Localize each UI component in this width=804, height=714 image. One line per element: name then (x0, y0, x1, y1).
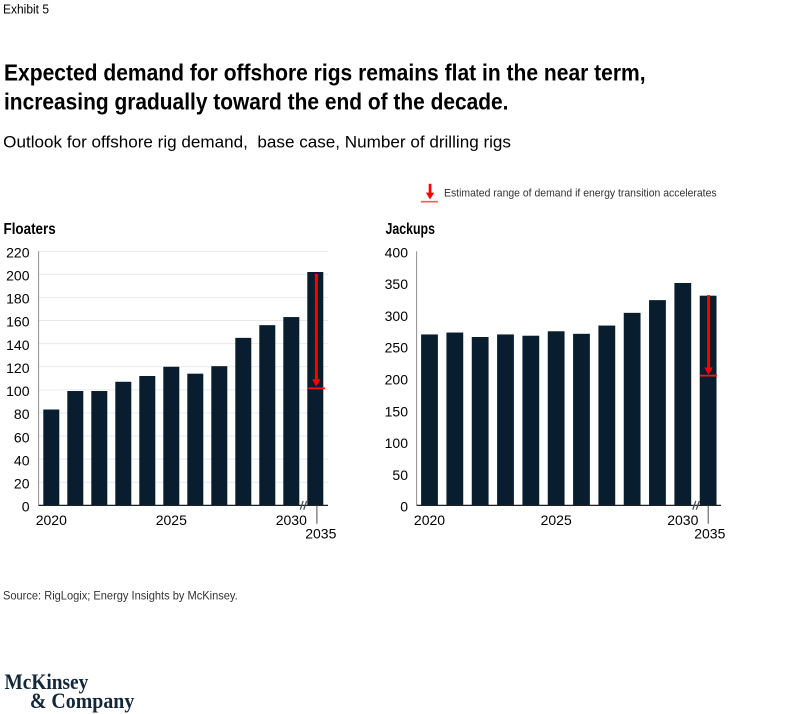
svg-text:Floaters: Floaters (4, 221, 56, 238)
svg-text:Exhibit 5: Exhibit 5 (3, 2, 49, 16)
svg-text:Expected demand for offshore r: Expected demand for offshore rigs remain… (4, 60, 646, 86)
svg-text:300: 300 (385, 308, 409, 324)
svg-text:350: 350 (385, 276, 409, 292)
svg-text:Source: RigLogix; Energy Insig: Source: RigLogix; Energy Insights by McK… (3, 588, 238, 602)
svg-text:2030: 2030 (276, 512, 307, 528)
svg-text:0: 0 (400, 499, 408, 515)
svg-text:140: 140 (6, 337, 30, 353)
svg-text:2020: 2020 (36, 512, 67, 528)
svg-text:250: 250 (385, 340, 409, 356)
svg-text:increasing gradually toward th: increasing gradually toward the end of t… (4, 89, 509, 115)
svg-text:400: 400 (385, 244, 409, 260)
svg-text:2035: 2035 (694, 526, 725, 542)
svg-text:100: 100 (385, 435, 409, 451)
svg-text:20: 20 (14, 475, 30, 491)
svg-text:Jackups: Jackups (386, 221, 436, 238)
svg-text:2030: 2030 (667, 512, 698, 528)
svg-text:2025: 2025 (541, 512, 572, 528)
svg-text:220: 220 (6, 244, 30, 260)
svg-text:2020: 2020 (414, 512, 445, 528)
svg-text:2035: 2035 (305, 526, 336, 542)
svg-text:Estimated range of demand if e: Estimated range of demand if energy tran… (444, 188, 717, 200)
svg-text:80: 80 (14, 406, 30, 422)
svg-text:180: 180 (6, 291, 30, 307)
svg-text:McKinsey: McKinsey (5, 669, 89, 694)
svg-text:160: 160 (6, 314, 30, 330)
svg-text:200: 200 (6, 268, 30, 284)
svg-text:& Company: & Company (30, 688, 134, 713)
svg-text:2025: 2025 (156, 512, 187, 528)
svg-text:60: 60 (14, 429, 30, 445)
svg-text:Outlook for offshore rig deman: Outlook for offshore rig demand, base ca… (3, 133, 511, 152)
svg-text:0: 0 (22, 499, 30, 515)
svg-text:40: 40 (14, 452, 30, 468)
svg-text:120: 120 (6, 360, 30, 376)
svg-text:50: 50 (392, 467, 408, 483)
svg-text:150: 150 (385, 403, 409, 419)
svg-text:100: 100 (6, 383, 30, 399)
svg-text:200: 200 (385, 372, 409, 388)
